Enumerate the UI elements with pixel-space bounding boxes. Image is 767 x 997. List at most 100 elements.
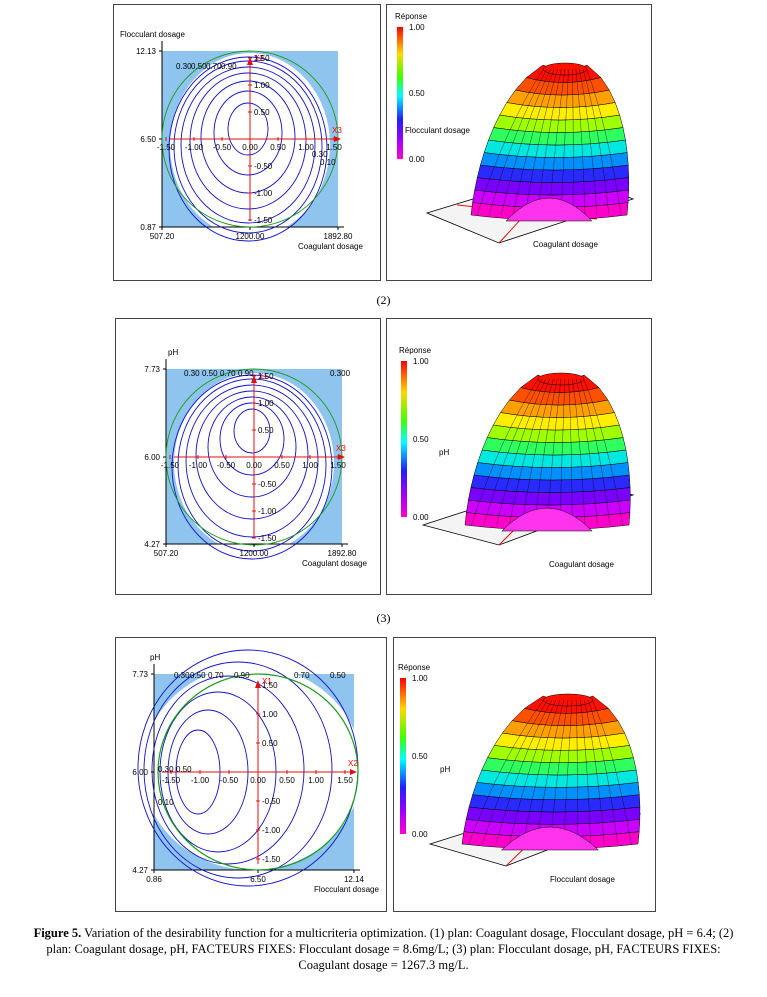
surface-mesh-line — [482, 699, 548, 845]
surface-y-axis-label: pH — [440, 765, 450, 774]
coded-x-tick-label: -1.00 — [189, 461, 208, 470]
colorbar-tick-label: 0.50 — [412, 752, 428, 761]
coded-x-arrow — [350, 769, 357, 775]
surface-mesh-line — [560, 68, 569, 216]
contour-value-label: 0.50 — [330, 671, 346, 680]
y-tick-label: 6.00 — [132, 768, 148, 777]
contour-value-label: 0.300 — [330, 369, 351, 378]
surface-mesh-line — [579, 68, 598, 216]
contour-panel-3: X2 X1 -1.50 -1.00 -0.50 0.00 0.50 1.00 1.50 1.50 1… — [115, 637, 387, 912]
surface-mesh-line — [584, 699, 605, 845]
coded-y-arrow — [251, 375, 257, 383]
contour-value-label: 0.10 — [158, 798, 174, 807]
colorbar-tick-label: 1.00 — [409, 23, 425, 32]
surface-mesh-line — [572, 68, 574, 216]
surface-mesh-line — [495, 699, 552, 845]
contour-line — [173, 60, 323, 234]
y-tick-label: 0.87 — [140, 223, 156, 232]
contour-line — [168, 56, 328, 242]
coded-y-tick-label: -0.50 — [262, 797, 281, 806]
surface-mesh-line — [592, 699, 632, 845]
contour-line — [143, 661, 333, 879]
coded-x-tick-label: 0.50 — [279, 776, 295, 785]
x-axis-title: Flocculant dosage — [314, 885, 379, 894]
coded-x-tick-label: 1.00 — [308, 776, 324, 785]
caption-label: Figure 5. — [33, 926, 82, 940]
surface-mesh-line — [536, 699, 565, 845]
coded-x-tick-label: -1.00 — [185, 143, 204, 152]
contour-plot-2: X3 X1 -1.50 -1.00 -0.50 0.00 0.50 1.00 1.50 1.50 1… — [144, 348, 367, 568]
coded-y-tick-label: -0.50 — [254, 162, 273, 171]
surface-mesh-line — [476, 68, 544, 216]
caption-text: Variation of the desirability function f… — [46, 926, 734, 972]
colorbar-tick-label: 1.00 — [413, 357, 429, 366]
surface-x-axis-label: Flocculant dosage — [550, 875, 615, 884]
coded-y-tick-label: -1.50 — [258, 534, 277, 543]
surface-mesh-line — [575, 68, 586, 216]
colorbar-tick-label: 0.00 — [413, 513, 429, 522]
x-tick-label: 0.86 — [146, 875, 162, 884]
figure-caption: Figure 5. Variation of the desirability … — [20, 925, 747, 973]
surface-y-axis-label: pH — [439, 448, 449, 457]
contour-value-label: 0.70 — [208, 671, 224, 680]
y-tick-label: 6.50 — [140, 135, 156, 144]
coded-y-arrow — [255, 680, 261, 688]
feasible-region — [142, 666, 362, 870]
contour-panel-1: X3 X2 -1.50 -1.00 -0.50 0.00 0.50 1.00 1.50 1.50 1… — [113, 4, 381, 281]
coded-x-tick-label: -0.50 — [220, 776, 239, 785]
x-tick-label: 507.20 — [154, 549, 179, 558]
surface-mesh-line — [575, 378, 598, 526]
coded-y-tick-label: -1.00 — [254, 189, 273, 198]
coded-x-axis-label: X3 — [332, 126, 342, 135]
coded-y-axis-label: X1 — [258, 372, 268, 381]
surface-mesh-line — [583, 378, 623, 526]
colorbar-tick-label: 0.00 — [412, 830, 428, 839]
contour-value-label: 0.50 — [191, 62, 207, 71]
surface-mesh-line — [512, 68, 555, 216]
surface-mesh-line — [563, 699, 573, 845]
surface-mesh-line — [549, 699, 569, 845]
surface-x-axis-label: Coagulant dosage — [549, 560, 614, 569]
sublabel-3: (3) — [376, 611, 391, 625]
surface-mesh-line — [579, 378, 611, 526]
coded-y-axis-label: X1 — [262, 677, 272, 686]
surface-mesh-line — [508, 378, 550, 526]
surface-mesh-line — [534, 378, 558, 526]
y-tick-label: 6.00 — [144, 453, 160, 462]
contour-value-label: 0.90 — [234, 671, 250, 680]
coded-x-tick-label: 1.00 — [298, 143, 314, 152]
z-axis-title: Réponse — [398, 663, 431, 672]
surface-mesh-line — [471, 378, 539, 526]
x-axis-title: Coagulant dosage — [302, 559, 367, 568]
coded-y-tick-label: 1.50 — [258, 372, 274, 381]
surface-x-axis-label: Coagulant dosage — [533, 240, 598, 249]
surface-mesh-line — [509, 699, 556, 845]
coded-x-axis-label: X2 — [348, 759, 358, 768]
contour-line — [151, 675, 305, 865]
surface-mesh-line — [468, 699, 544, 845]
contour-line — [195, 390, 309, 520]
coded-y-tick-label: -0.50 — [258, 480, 277, 489]
coded-y-axis-label: X2 — [254, 54, 264, 63]
colorbar — [401, 361, 407, 517]
colorbar-tick-label: 0.50 — [413, 435, 429, 444]
contour-value-label: 0.50 — [190, 671, 206, 680]
coded-x-tick-label: 0.50 — [274, 461, 290, 470]
contour-value-label: 0.70 — [294, 671, 310, 680]
x-tick-label: 1892.80 — [328, 549, 357, 558]
x-tick-label: 507.20 — [150, 232, 175, 241]
contour-value-label: 0.30 — [174, 671, 190, 680]
surface-mesh-line — [559, 378, 565, 526]
surface-plot-1: Réponse 1.00 0.50 0.00 Flocculant dosage Coag… — [395, 12, 635, 249]
surface-base-arch — [505, 197, 593, 222]
coded-y-tick-label: 1.00 — [258, 399, 274, 408]
contour-value-label: 0.10 — [320, 158, 336, 167]
contour-plot-3: X2 X1 -1.50 -1.00 -0.50 0.00 0.50 1.00 1.50 1.50 1… — [132, 649, 379, 894]
coded-x-tick-label: 0.00 — [246, 461, 262, 470]
colorbar-tick-label: 0.50 — [409, 89, 425, 98]
coded-y-tick-label: 1.00 — [254, 81, 270, 90]
surface-base-arch — [500, 826, 600, 851]
x-tick-label: 6.50 — [250, 875, 266, 884]
